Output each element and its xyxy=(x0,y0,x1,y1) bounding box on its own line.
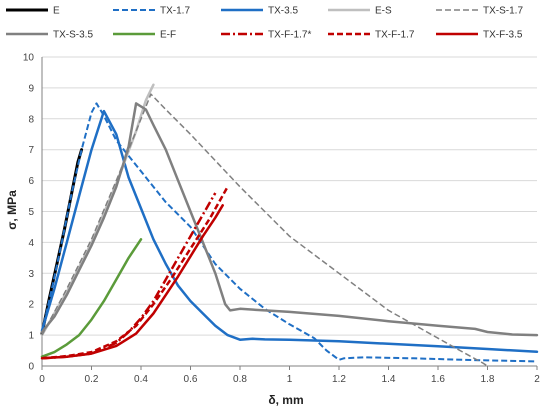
series-line-e-f xyxy=(40,238,143,358)
series-line-tx-s-1-7 xyxy=(41,93,488,367)
legend-label: TX-F-3.5 xyxy=(483,30,523,41)
series-line-tx-3-5 xyxy=(40,109,539,354)
legend-entry: TX-1.7 xyxy=(113,6,190,17)
x-tick-label: 1.8 xyxy=(481,374,495,385)
y-tick-label: 9 xyxy=(28,83,34,94)
x-tick-label: 1.2 xyxy=(332,374,346,385)
x-tick-label: 0.6 xyxy=(184,374,198,385)
series-line-tx-f-1-7 xyxy=(41,186,229,360)
legend-label: TX-1.7 xyxy=(160,6,190,17)
legend-entry: TX-F-1.7* xyxy=(221,30,311,41)
legend-label: TX-S-3.5 xyxy=(53,30,93,41)
y-tick-label: 0 xyxy=(28,362,34,373)
legend-label: TX-3.5 xyxy=(268,6,298,17)
x-tick-label: 2 xyxy=(534,374,540,385)
x-tick-label: 0.2 xyxy=(85,374,99,385)
y-tick-label: 2 xyxy=(28,300,34,311)
legend-entry: TX-S-1.7 xyxy=(436,6,523,17)
series-line-tx-s-3-5 xyxy=(40,102,539,337)
y-tick-label: 3 xyxy=(28,269,34,280)
y-axis-title: σ, MPa xyxy=(5,190,19,230)
y-tick-label: 10 xyxy=(23,53,35,64)
series-lines xyxy=(40,83,539,367)
series-line-tx-f-3-5 xyxy=(40,204,224,360)
legend: E TX-1.7 TX-3.5 E-S TX-S-1.7 TX-S-3.5 E-F TX-F-… xyxy=(6,6,523,41)
series-line-e-s xyxy=(40,83,155,337)
x-tick-label: 1 xyxy=(287,374,293,385)
x-tick-label: 0.4 xyxy=(134,374,148,385)
axes: 0 1 2 3 4 5 6 7 8 9 10 0 0.2 0.4 0.6 0.8 1 1.2 1.4 1.6 1.8 2 xyxy=(23,53,540,386)
x-tick-label: 0 xyxy=(39,374,45,385)
legend-label: E xyxy=(53,6,60,17)
legend-entry: TX-3.5 xyxy=(221,6,298,17)
y-tick-label: 4 xyxy=(28,238,34,249)
x-axis-title: δ, mm xyxy=(268,393,303,407)
gridlines xyxy=(42,56,537,336)
legend-label: E-S xyxy=(375,6,392,17)
legend-entry: E-S xyxy=(328,6,392,17)
legend-entry: E-F xyxy=(113,30,176,41)
legend-label: E-F xyxy=(160,30,176,41)
y-tick-label: 5 xyxy=(28,207,34,218)
series-line-tx-1-7 xyxy=(41,102,538,363)
x-tick-label: 0.8 xyxy=(233,374,247,385)
legend-label: TX-S-1.7 xyxy=(483,6,523,17)
legend-label: TX-F-1.7* xyxy=(268,30,311,41)
x-tick-label: 1.6 xyxy=(431,374,445,385)
y-tick-label: 1 xyxy=(28,331,34,342)
legend-entry: TX-S-3.5 xyxy=(6,30,93,41)
y-tick-label: 8 xyxy=(28,114,34,125)
legend-entry: TX-F-1.7 xyxy=(328,30,415,41)
legend-label: TX-F-1.7 xyxy=(375,30,415,41)
legend-entry: TX-F-3.5 xyxy=(436,30,523,41)
y-tick-label: 6 xyxy=(28,176,34,187)
legend-entry: E xyxy=(6,6,60,17)
y-tick-label: 7 xyxy=(28,145,34,156)
x-tick-label: 1.4 xyxy=(382,374,396,385)
series-line-tx-f-1-7 xyxy=(41,192,217,360)
